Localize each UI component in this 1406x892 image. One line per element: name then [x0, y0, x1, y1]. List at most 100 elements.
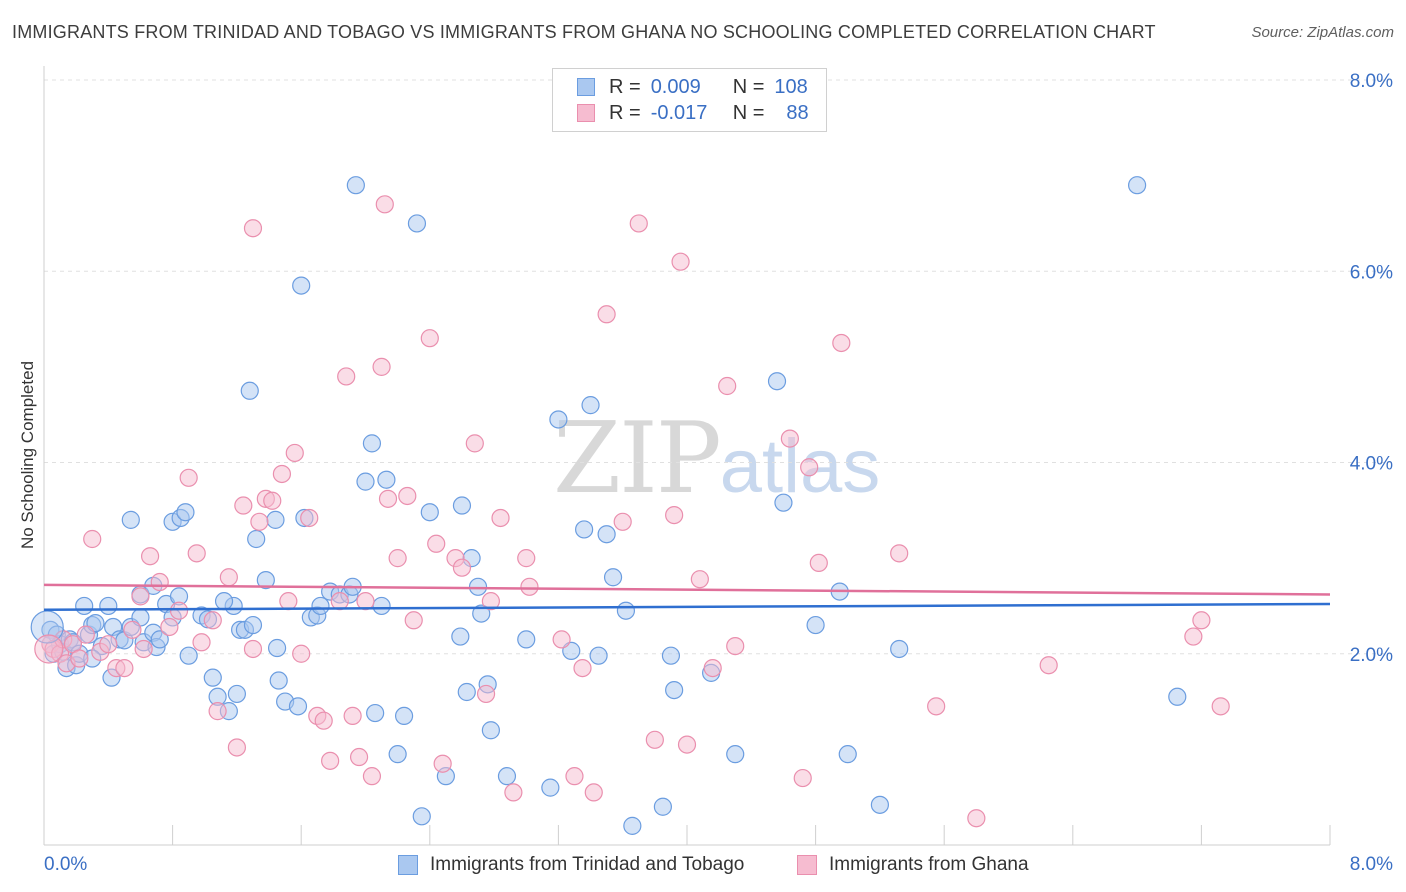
point-ghana — [388, 549, 407, 568]
y-tick-label: 2.0% — [1350, 645, 1393, 666]
point-ghana — [150, 572, 169, 592]
point-ghana — [292, 644, 311, 663]
legend-n-value: 88 — [786, 101, 809, 124]
point-ghana — [890, 544, 909, 563]
legend-n-value: 108 — [774, 75, 808, 98]
point-ghana — [272, 464, 292, 484]
point-ghana — [645, 730, 664, 749]
point-trinidad — [372, 596, 391, 616]
point-ghana — [517, 549, 536, 568]
point-trinidad — [541, 778, 560, 797]
legend-swatch-ghana — [577, 104, 595, 122]
point-cluster-ghana — [34, 634, 64, 664]
watermark: ZIPatlas — [553, 402, 880, 516]
point-trinidad — [243, 615, 263, 635]
point-ghana — [404, 611, 423, 630]
trend-line-ghana — [43, 583, 1331, 596]
point-ghana — [793, 768, 812, 788]
bottom-legend-ghana: Immigrants from Ghana — [797, 852, 1029, 878]
point-trinidad — [269, 671, 288, 690]
point-trinidad — [517, 630, 536, 649]
point-trinidad — [726, 745, 745, 764]
point-ghana — [131, 587, 150, 606]
point-trinidad — [549, 410, 568, 429]
point-ghana — [476, 684, 496, 704]
point-ghana — [83, 529, 102, 549]
point-ghana — [690, 570, 709, 589]
point-ghana — [967, 809, 986, 828]
trend-line-trinidad — [43, 602, 1331, 612]
point-ghana — [800, 458, 819, 477]
point-ghana — [378, 489, 398, 508]
point-trinidad — [603, 568, 623, 587]
point-trinidad — [412, 807, 431, 826]
point-ghana — [219, 568, 238, 587]
point-ghana — [134, 639, 153, 659]
point-ghana — [356, 592, 375, 611]
legend-r-value: 0.009 — [650, 75, 701, 98]
point-trinidad — [288, 697, 308, 716]
point-trinidad — [121, 510, 140, 529]
x-tick-label: 8.0% — [1350, 854, 1393, 875]
point-ghana — [1211, 697, 1230, 716]
point-ghana — [504, 783, 523, 802]
point-ghana — [337, 367, 356, 386]
point-ghana — [362, 767, 382, 786]
point-ghana — [1039, 656, 1058, 675]
point-trinidad — [472, 604, 491, 623]
point-ghana — [927, 697, 946, 716]
point-ghana — [726, 636, 745, 656]
legend-r-label: R = — [609, 101, 641, 124]
point-ghana — [192, 633, 211, 652]
point-trinidad — [1127, 176, 1147, 195]
point-ghana — [330, 592, 349, 611]
bottom-legend-swatch-ghana — [797, 855, 817, 875]
correlation-legend: R = 0.009 N = 108 R = -0.017 N = 88 — [552, 68, 827, 132]
point-trinidad — [870, 795, 890, 814]
point-ghana — [234, 496, 253, 515]
point-ghana — [665, 505, 684, 525]
chart-title: IMMIGRANTS FROM TRINIDAD AND TOBAGO VS I… — [12, 22, 1156, 42]
point-trinidad — [451, 627, 470, 646]
point-ghana — [427, 534, 446, 553]
point-ghana — [433, 754, 452, 773]
legend-n-label: N = — [732, 75, 765, 98]
point-trinidad — [457, 682, 476, 702]
point-ghana — [208, 702, 227, 721]
y-tick-label: 8.0% — [1350, 71, 1393, 92]
watermark-atlas: atlas — [719, 424, 881, 509]
y-tick-label: 4.0% — [1350, 454, 1393, 475]
point-trinidad — [179, 646, 198, 665]
bottom-legend-label-trinidad: Immigrants from Trinidad and Tobago — [430, 854, 745, 875]
point-ghana — [780, 429, 799, 448]
point-ghana — [718, 376, 737, 396]
point-trinidad — [266, 510, 285, 529]
point-ghana — [629, 214, 648, 233]
point-ghana — [99, 635, 118, 654]
x-tick-label: 0.0% — [44, 854, 87, 875]
point-ghana — [597, 305, 616, 324]
point-ghana — [1192, 611, 1211, 630]
point-ghana — [1184, 627, 1203, 646]
point-trinidad — [362, 434, 382, 453]
point-ghana — [179, 468, 198, 487]
point-ghana — [491, 508, 510, 528]
point-ghana — [452, 558, 472, 577]
point-ghana — [420, 329, 439, 348]
point-trinidad — [150, 630, 169, 649]
point-ghana — [375, 195, 394, 214]
point-ghana — [243, 639, 263, 659]
point-trinidad — [838, 745, 857, 764]
point-ghana — [187, 544, 206, 563]
legend-r-value: -0.017 — [650, 101, 708, 124]
point-trinidad — [452, 496, 472, 515]
point-ghana — [671, 252, 690, 271]
point-ghana — [349, 747, 369, 767]
bottom-legend-swatch-trinidad — [398, 855, 418, 875]
point-trinidad — [665, 680, 684, 700]
point-trinidad — [589, 646, 608, 665]
point-trinidad — [176, 503, 195, 522]
point-ghana — [481, 592, 500, 611]
legend-swatch-trinidad — [577, 78, 595, 96]
point-ghana — [169, 601, 189, 620]
